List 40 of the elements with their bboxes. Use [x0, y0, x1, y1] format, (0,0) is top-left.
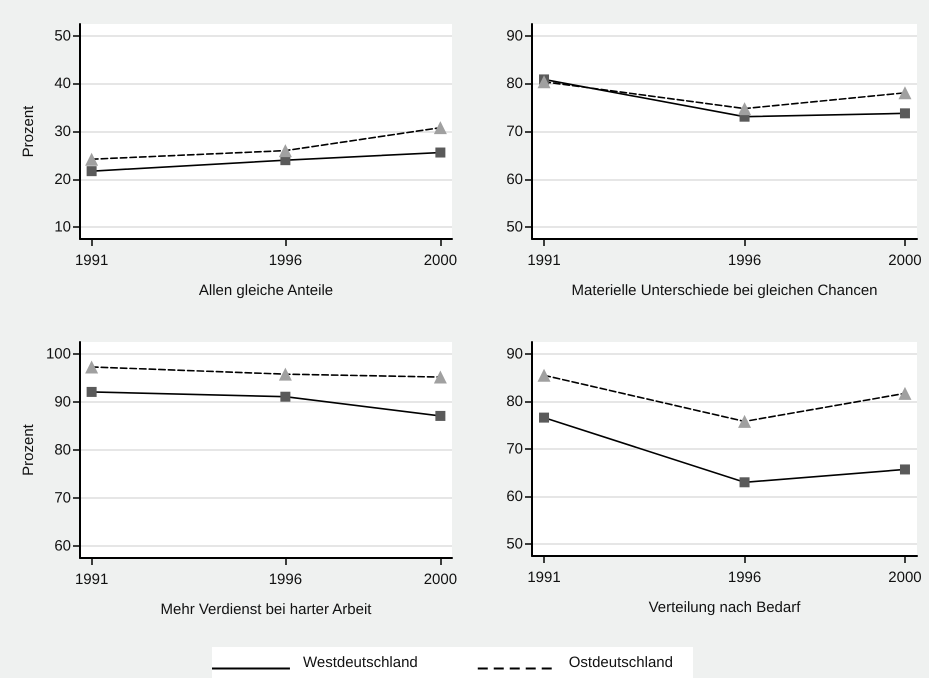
x-tick-label: 1996 — [728, 569, 762, 586]
x-tick-label: 1991 — [74, 571, 108, 588]
y-tick-label: 10 — [54, 218, 71, 236]
y-tick-label: 80 — [54, 442, 71, 458]
x-tick-label: 2000 — [424, 571, 458, 588]
y-tick-label: 30 — [54, 123, 71, 140]
y-tick-label: 60 — [506, 170, 523, 188]
y-tick-label: 60 — [54, 538, 71, 554]
y-axis-title: Prozent — [20, 104, 37, 158]
y-tick-label: 70 — [54, 490, 71, 506]
y-tick-label: 80 — [506, 75, 523, 92]
y-tick-label: 100 — [46, 346, 71, 362]
y-tick-label: 20 — [54, 170, 71, 188]
legend-label: Westdeutschland — [302, 654, 418, 671]
x-tick-label: 1996 — [728, 252, 762, 269]
x-tick-label: 1991 — [74, 252, 108, 269]
x-axis-title: Mehr Verdienst bei harter Arbeit — [160, 601, 372, 618]
y-tick-label: 70 — [506, 123, 523, 140]
y-tick-label: 90 — [506, 345, 523, 362]
legend-label: Ostdeutschland — [568, 654, 673, 671]
x-tick-label: 2000 — [888, 569, 922, 586]
y-tick-label: 80 — [506, 392, 523, 410]
x-axis-title: Verteilung nach Bedarf — [648, 599, 802, 616]
y-tick-label: 40 — [54, 75, 71, 92]
x-tick-label: 1996 — [268, 252, 302, 269]
x-tick-label: 2000 — [888, 252, 922, 269]
x-tick-label: 1991 — [527, 252, 561, 269]
x-tick-label: 1991 — [527, 569, 561, 586]
y-tick-label: 50 — [54, 27, 71, 44]
x-axis-title: Materielle Unterschiede bei gleichen Chancen — [571, 282, 878, 299]
y-tick-label: 90 — [506, 27, 523, 44]
y-tick-label: 60 — [506, 488, 523, 506]
y-tick-label: 70 — [506, 440, 523, 458]
x-tick-label: 1996 — [268, 571, 302, 588]
y-tick-label: 90 — [54, 394, 71, 410]
x-axis-title: Allen gleiche Anteile — [198, 282, 334, 299]
y-tick-label: 50 — [506, 536, 523, 553]
y-axis-title: Prozent — [20, 423, 37, 476]
y-tick-label: 50 — [506, 218, 523, 236]
x-tick-label: 2000 — [424, 252, 458, 269]
